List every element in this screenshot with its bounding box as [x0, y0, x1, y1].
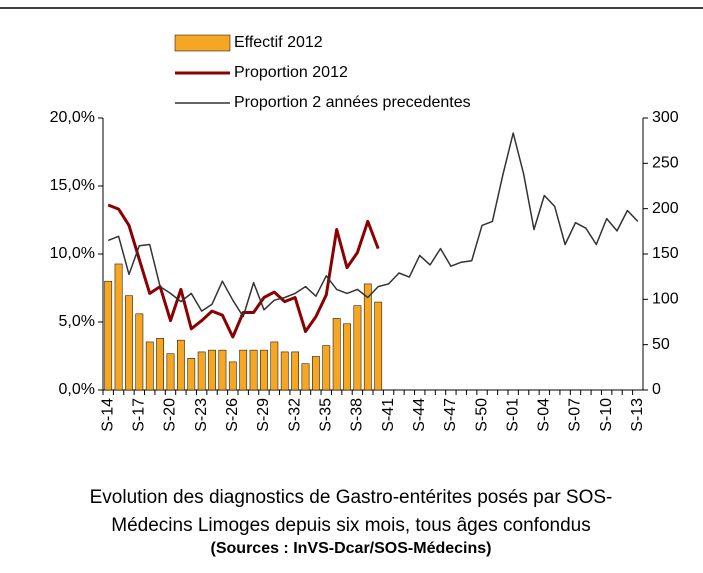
x-tick-label: S-04 [536, 398, 553, 432]
y2-tick-label: 300 [652, 109, 679, 126]
bar [208, 349, 216, 391]
bar [197, 351, 206, 391]
y-tick-label: 20,0% [50, 109, 95, 126]
bar [301, 363, 310, 391]
legend-swatch [174, 34, 231, 52]
bar [353, 305, 362, 391]
x-tick-label: S-10 [598, 398, 615, 432]
line [107, 132, 639, 318]
x-tick-label: S-35 [317, 398, 334, 432]
y2-tick-label: 250 [652, 155, 679, 172]
caption-line: Evolution des diagnostics de Gastro-enté… [90, 487, 613, 508]
x-tick-label: S-38 [349, 398, 366, 432]
legend-label: Proportion 2012 [234, 64, 348, 81]
y-tick-label: 15,0% [50, 177, 95, 194]
y2-tick-label: 50 [652, 336, 670, 353]
x-tick-label: S-20 [162, 398, 179, 432]
y-tick-label: 5,0% [59, 313, 95, 330]
bar [270, 341, 279, 391]
y-tick-label: 10,0% [50, 245, 95, 262]
x-tick-label: S-17 [131, 398, 148, 432]
x-tick-label: S-29 [255, 398, 272, 432]
bar [343, 323, 351, 391]
y-tick-label: 0,0% [59, 381, 95, 398]
bar [260, 349, 268, 391]
x-tick-label: S-23 [193, 398, 210, 432]
bar [187, 358, 196, 391]
bar [280, 351, 289, 391]
y2-tick-label: 0 [652, 381, 661, 398]
x-tick-label: S-14 [99, 398, 116, 432]
x-tick-label: S-07 [567, 398, 584, 432]
bar [104, 280, 113, 391]
legend-label: Proportion 2 années precedentes [234, 94, 471, 111]
bar [332, 318, 341, 391]
bar [322, 345, 331, 391]
bar [363, 283, 372, 391]
source: (Sources : InVS-Dcar/SOS-Médecins) [211, 540, 492, 557]
x-tick-label: S-32 [286, 398, 303, 432]
line [107, 203, 380, 339]
bar [312, 356, 320, 391]
x-tick-label: S-50 [473, 398, 490, 432]
bar [145, 341, 154, 391]
y2-tick-label: 100 [652, 291, 679, 308]
x-tick-label: S-26 [224, 398, 241, 432]
caption-line: Médecins Limoges depuis six mois, tous â… [111, 515, 590, 536]
bar [177, 339, 185, 391]
x-tick-label: S-47 [442, 398, 459, 432]
bar [218, 349, 227, 391]
x-tick-label: S-44 [411, 398, 428, 432]
bar [114, 263, 123, 391]
bar [156, 338, 165, 391]
y2-tick-label: 150 [652, 245, 679, 262]
x-tick-label: S-13 [629, 398, 646, 432]
bar [249, 349, 258, 391]
x-tick-label: S-41 [380, 398, 397, 432]
bar [291, 351, 300, 391]
y2-tick-label: 200 [652, 200, 679, 217]
bar [135, 313, 144, 391]
bar [239, 349, 248, 391]
bar [228, 361, 237, 391]
x-tick-label: S-01 [504, 398, 521, 432]
bar [125, 295, 133, 391]
bar [374, 301, 383, 391]
legend-label: Effectif 2012 [234, 34, 323, 51]
bar [166, 353, 175, 391]
